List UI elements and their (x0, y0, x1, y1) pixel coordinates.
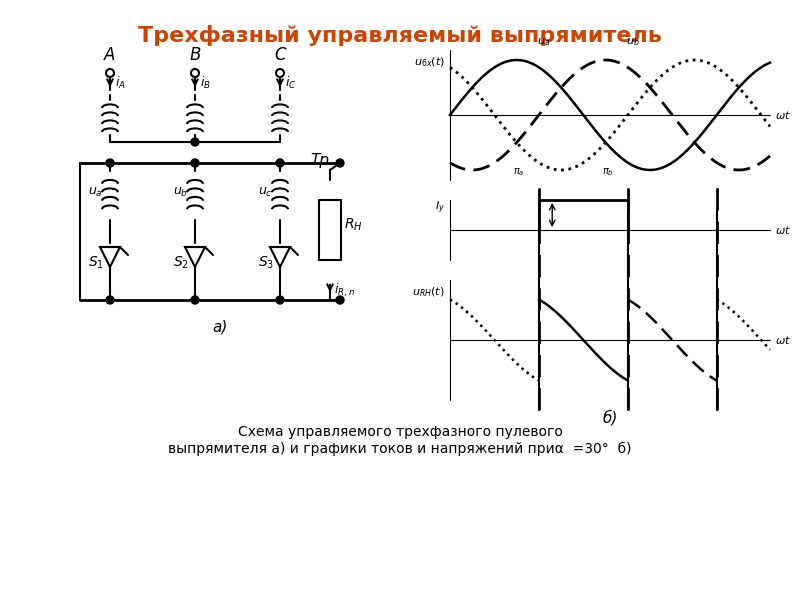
Text: б): б) (602, 410, 618, 425)
Text: $u_b$: $u_b$ (173, 185, 188, 199)
Text: $S_1$: $S_1$ (88, 255, 104, 271)
Circle shape (336, 296, 344, 304)
Circle shape (191, 138, 199, 146)
Text: $\pi_b$: $\pi_b$ (602, 166, 614, 178)
Text: $u_{RH}(t)$: $u_{RH}(t)$ (412, 285, 445, 299)
Text: $u_{6x}(t)$: $u_{6x}(t)$ (414, 55, 445, 68)
Text: Схема управляемого трехфазного пулевого: Схема управляемого трехфазного пулевого (238, 425, 562, 439)
Text: $i_B$: $i_B$ (200, 75, 211, 91)
Text: C: C (274, 46, 286, 64)
Text: $i_A$: $i_A$ (115, 75, 126, 91)
Text: $u_b$: $u_b$ (626, 36, 639, 48)
Circle shape (191, 159, 199, 167)
Text: $u_a$: $u_a$ (538, 36, 550, 48)
Circle shape (336, 159, 344, 167)
Text: $u_c$: $u_c$ (258, 185, 273, 199)
Text: $S_2$: $S_2$ (173, 255, 189, 271)
Text: выпрямителя а) и графики токов и напряжений приα  =30°  б): выпрямителя а) и графики токов и напряже… (168, 442, 632, 456)
Text: $i_C$: $i_C$ (285, 75, 297, 91)
Text: $\omega t$: $\omega t$ (775, 109, 791, 121)
Text: $S_3$: $S_3$ (258, 255, 274, 271)
Text: $I_y$: $I_y$ (435, 200, 445, 216)
Circle shape (276, 296, 284, 304)
Text: а): а) (212, 320, 228, 335)
Bar (319, 200, 341, 260)
Text: $\omega t$: $\omega t$ (775, 334, 791, 346)
Circle shape (276, 159, 284, 167)
Text: $R_H$: $R_H$ (344, 217, 362, 233)
Text: Тр: Тр (310, 152, 329, 167)
Text: $\pi_a$: $\pi_a$ (513, 166, 525, 178)
Text: B: B (190, 46, 201, 64)
Circle shape (106, 159, 114, 167)
Text: Трехфазный управляемый выпрямитель: Трехфазный управляемый выпрямитель (138, 25, 662, 46)
Text: A: A (104, 46, 116, 64)
Text: $i_{R,n}$: $i_{R,n}$ (334, 281, 355, 299)
Circle shape (191, 296, 199, 304)
Circle shape (106, 296, 114, 304)
Text: $u_a$: $u_a$ (88, 185, 102, 199)
Text: $\omega t$: $\omega t$ (775, 224, 791, 236)
